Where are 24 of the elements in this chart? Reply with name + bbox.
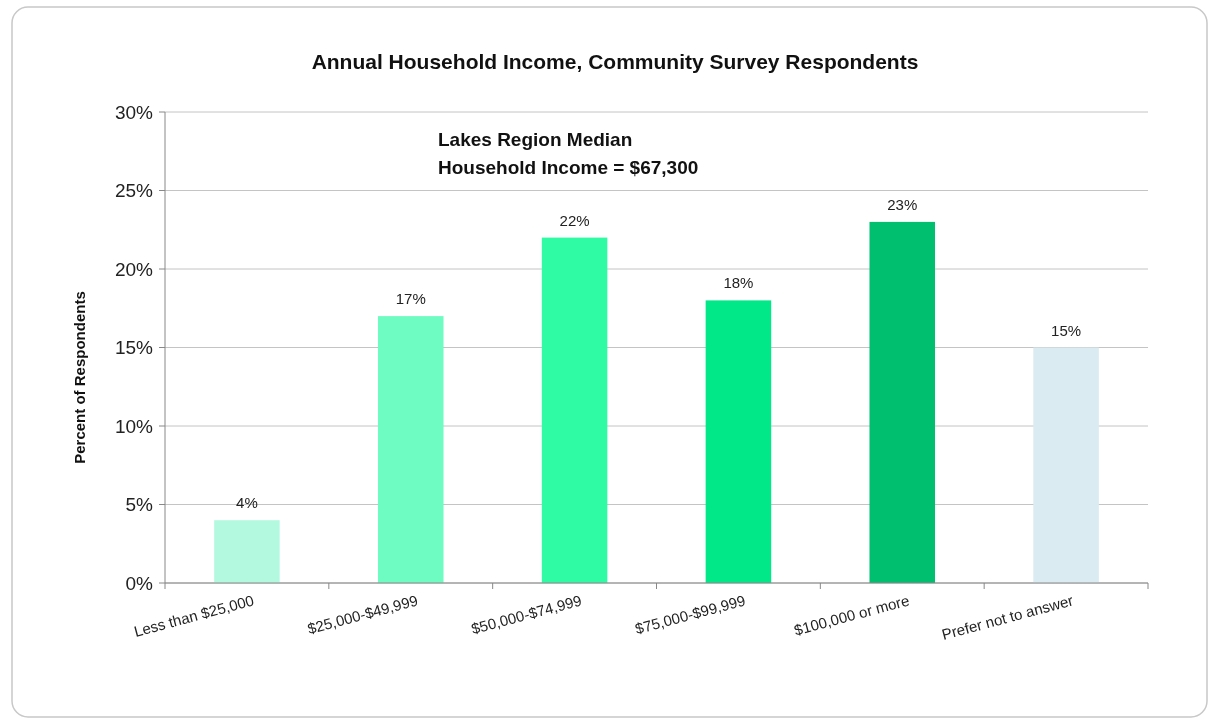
bar (377, 316, 444, 583)
y-tick-label: 20% (114, 258, 154, 280)
bar (214, 520, 280, 583)
bar (541, 237, 608, 583)
y-tick-label: 10% (114, 415, 154, 437)
y-tick-label: 0% (125, 572, 154, 594)
data-label: 22% (559, 211, 590, 229)
y-tick-label: 5% (125, 494, 154, 516)
bar (705, 300, 772, 583)
data-label: 18% (723, 274, 754, 292)
chart-title: Annual Household Income, Community Survey Respondents (311, 50, 919, 73)
data-label: 4% (236, 494, 258, 512)
x-tick-label: Less than $25,000 (132, 591, 256, 640)
data-label: 17% (395, 290, 426, 308)
annotation: Lakes Region Median Household Income = $67,300 (438, 129, 699, 178)
y-tick-label: 15% (114, 337, 154, 359)
data-label: 15% (1051, 321, 1082, 339)
y-axis-title: Percent of Respondents (71, 291, 88, 464)
bar (869, 221, 936, 583)
y-tick-label: 25% (114, 180, 154, 202)
y-tick-label: 30% (114, 101, 154, 123)
x-tick-label: Prefer not to answer (939, 591, 1075, 643)
data-label: 23% (887, 195, 918, 213)
bar (1033, 347, 1099, 583)
